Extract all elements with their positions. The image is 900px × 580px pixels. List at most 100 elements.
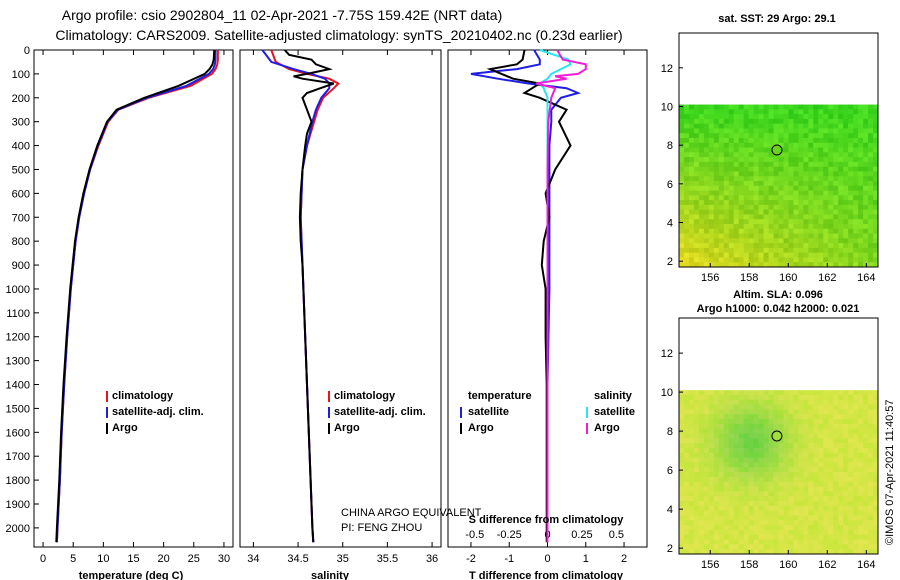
map-cell xyxy=(763,491,770,497)
map-cell xyxy=(773,491,779,497)
map-cell xyxy=(853,467,859,473)
map-cell xyxy=(873,525,879,531)
map-cell xyxy=(853,520,859,526)
map-cell xyxy=(683,204,690,211)
map-cell xyxy=(843,128,849,134)
map-cell xyxy=(873,510,879,516)
map-cell xyxy=(858,224,864,230)
map-cell xyxy=(698,133,705,139)
map-cell xyxy=(693,133,700,139)
map-cell xyxy=(783,171,789,177)
map-cell xyxy=(708,476,715,483)
map-cell xyxy=(703,243,710,249)
map-cell xyxy=(778,481,784,488)
map-cell xyxy=(758,133,765,139)
map-cell xyxy=(713,399,720,406)
map-cell xyxy=(823,404,829,410)
map-cell xyxy=(768,433,775,439)
map-cell xyxy=(863,257,869,263)
map-cell xyxy=(683,510,690,516)
map-cell xyxy=(703,452,710,459)
map-cell xyxy=(823,133,829,139)
map-cell xyxy=(843,520,849,526)
map-cell xyxy=(708,104,715,110)
map-cell xyxy=(858,505,864,512)
map-cell xyxy=(793,539,799,545)
map-cell xyxy=(818,157,824,163)
map-cell xyxy=(823,481,829,488)
map-cell xyxy=(718,185,725,192)
map-cell xyxy=(788,409,794,415)
map-cell xyxy=(853,404,859,410)
map-cell xyxy=(798,195,804,201)
map-cell xyxy=(733,409,740,415)
map-cell xyxy=(679,414,685,420)
map-x-tick-label: 160 xyxy=(779,559,797,571)
depth-tick-label: 100 xyxy=(12,69,30,81)
map-cell xyxy=(758,525,765,531)
map-cell xyxy=(838,185,844,192)
map-cell xyxy=(838,399,844,406)
map-cell xyxy=(733,104,740,110)
map-cell xyxy=(843,224,849,230)
map-cell xyxy=(873,520,879,526)
map-cell xyxy=(863,496,869,502)
map-cell xyxy=(853,157,859,163)
map-cell xyxy=(753,219,760,225)
map-cell xyxy=(848,238,854,244)
map-cell xyxy=(683,394,690,401)
map-cell xyxy=(693,457,700,463)
map-cell xyxy=(813,252,819,258)
map-cell xyxy=(873,481,879,488)
map-cell xyxy=(708,233,715,239)
map-cell xyxy=(718,510,725,516)
map-cell xyxy=(833,104,839,110)
map-cell xyxy=(748,114,755,120)
map-cell xyxy=(868,486,874,492)
map-cell xyxy=(853,171,859,177)
map-cell xyxy=(793,529,799,536)
map-cell xyxy=(873,472,879,478)
map-cell xyxy=(818,525,824,531)
map-cell xyxy=(728,104,735,110)
map-cell xyxy=(733,496,740,502)
map-cell xyxy=(738,228,745,235)
map-cell xyxy=(823,214,829,220)
map-cell xyxy=(698,404,705,410)
map-cell xyxy=(743,247,750,254)
map-cell xyxy=(793,515,799,521)
map-cell xyxy=(718,190,725,196)
map-cell xyxy=(743,114,750,120)
map-cell xyxy=(843,534,849,541)
map-cell xyxy=(783,252,789,258)
map-y-tick-label: 6 xyxy=(667,465,673,477)
map-cell xyxy=(688,247,695,254)
map-cell xyxy=(813,138,819,144)
map-cell xyxy=(693,224,700,230)
map-cell xyxy=(783,486,789,492)
map-cell xyxy=(708,238,715,244)
map-cell xyxy=(803,390,809,396)
map-y-tick-label: 6 xyxy=(667,179,673,191)
map-cell xyxy=(718,525,725,531)
map-cell xyxy=(828,539,834,545)
map-cell xyxy=(683,243,690,249)
map-cell xyxy=(723,166,730,172)
map-cell xyxy=(793,438,799,444)
map-cell xyxy=(828,243,834,249)
map-cell xyxy=(783,481,789,488)
map-cell xyxy=(738,161,745,168)
map-cell xyxy=(848,214,854,220)
map-cell xyxy=(848,133,854,139)
map-cell xyxy=(793,123,799,129)
map-cell xyxy=(798,529,804,536)
map-cell xyxy=(703,195,710,201)
map-cell xyxy=(683,185,690,192)
map-cell xyxy=(823,549,829,555)
map-cell xyxy=(783,209,789,215)
depth-tick-label: 0 xyxy=(24,45,30,57)
map-cell xyxy=(813,157,819,163)
map-cell xyxy=(863,152,869,158)
map-cell xyxy=(828,544,834,550)
map-cell xyxy=(748,209,755,215)
